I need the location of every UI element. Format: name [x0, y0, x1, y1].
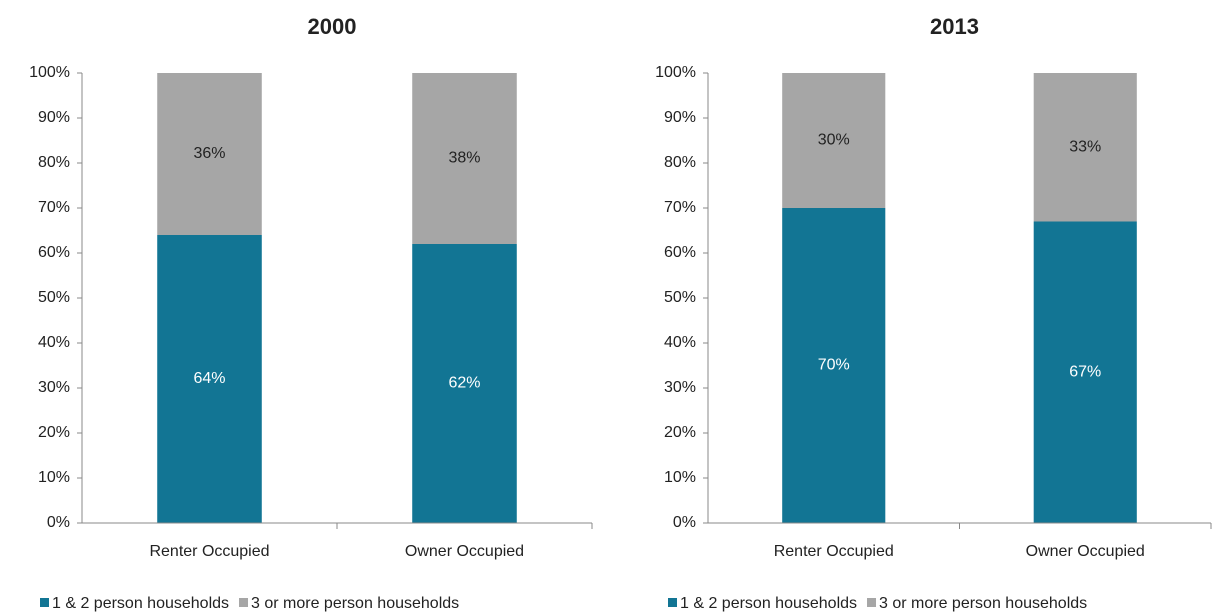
- legend-swatch: [40, 598, 49, 607]
- bar-segment: [157, 235, 262, 523]
- data-label: 36%: [193, 145, 225, 162]
- legend-swatch: [239, 598, 249, 607]
- data-label: 62%: [448, 375, 480, 392]
- bar-segment: [782, 73, 886, 208]
- bar-segment: [782, 208, 886, 523]
- legend-swatch: [867, 598, 877, 607]
- y-tick-label: 100%: [655, 64, 696, 81]
- y-tick-label: 10%: [38, 469, 70, 486]
- y-tick-label: 90%: [664, 109, 696, 126]
- x-tick-label: Owner Occupied: [1026, 543, 1145, 560]
- y-tick-label: 100%: [29, 64, 70, 81]
- data-label: 30%: [818, 132, 850, 149]
- y-tick-label: 40%: [38, 334, 70, 351]
- y-tick-label: 90%: [38, 109, 70, 126]
- y-tick-label: 80%: [38, 154, 70, 171]
- data-label: 33%: [1069, 138, 1101, 155]
- data-label: 38%: [448, 150, 480, 167]
- y-tick-label: 0%: [673, 514, 696, 531]
- bar-segment: [1033, 221, 1137, 523]
- legend-label: 1 & 2 person households: [680, 595, 857, 612]
- y-tick-label: 60%: [38, 244, 70, 261]
- y-tick-label: 70%: [664, 199, 696, 216]
- y-tick-label: 20%: [38, 424, 70, 441]
- x-tick-label: Owner Occupied: [405, 543, 524, 560]
- y-tick-label: 40%: [664, 334, 696, 351]
- legend-label: 1 & 2 person households: [52, 595, 229, 612]
- bar-segment: [157, 73, 262, 235]
- x-tick-label: Renter Occupied: [774, 543, 894, 560]
- y-tick-label: 50%: [38, 289, 70, 306]
- x-tick-label: Renter Occupied: [149, 543, 269, 560]
- legend-swatch: [668, 598, 677, 607]
- y-tick-label: 0%: [47, 514, 70, 531]
- bar-segment: [412, 73, 517, 244]
- y-tick-label: 70%: [38, 199, 70, 216]
- y-tick-label: 30%: [38, 379, 70, 396]
- chart-title: 2013: [930, 14, 979, 39]
- bar-segment: [412, 244, 517, 523]
- legend-label: 3 or more person households: [879, 595, 1087, 612]
- y-tick-label: 60%: [664, 244, 696, 261]
- y-tick-label: 10%: [664, 469, 696, 486]
- data-label: 67%: [1069, 363, 1101, 380]
- y-tick-label: 80%: [664, 154, 696, 171]
- bar-segment: [1033, 73, 1137, 222]
- y-tick-label: 20%: [664, 424, 696, 441]
- y-tick-label: 30%: [664, 379, 696, 396]
- data-label: 70%: [818, 357, 850, 374]
- y-tick-label: 50%: [664, 289, 696, 306]
- chart-title: 2000: [308, 14, 357, 39]
- legend-label: 3 or more person households: [251, 595, 459, 612]
- data-label: 64%: [193, 370, 225, 387]
